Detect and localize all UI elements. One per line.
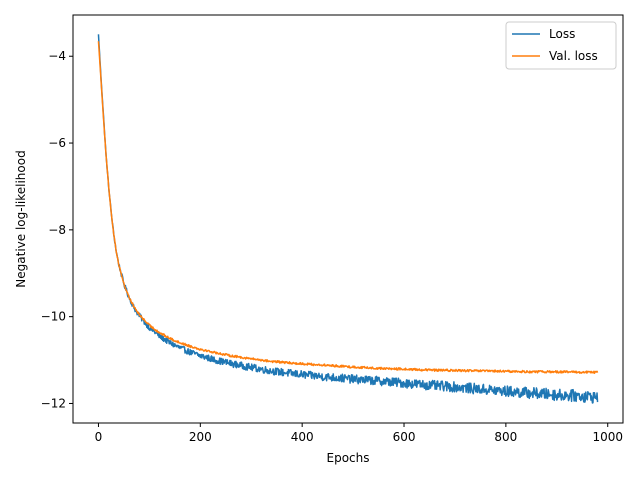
x-tick-label: 0: [95, 430, 103, 444]
legend-items: Loss Val. loss: [512, 27, 598, 63]
y-tick-label: −10: [41, 310, 66, 324]
plot-frame: [72, 14, 624, 424]
y-tick-label: −6: [48, 136, 66, 150]
y-axis-label: Negative log-likelihood: [14, 150, 28, 287]
legend-label: Loss: [549, 27, 575, 41]
series-layer: [97, 34, 599, 404]
x-tick-label: 400: [291, 430, 314, 444]
y-axis-ticks: −4 −6 −8 −10 −12: [41, 49, 73, 410]
x-tick-label: 1000: [592, 430, 623, 444]
x-axis-ticks: 0 200 400 600 800 1000: [95, 423, 623, 444]
series-line-val-loss: [97, 41, 599, 374]
x-axis-label: Epochs: [327, 451, 370, 465]
x-tick-label: 800: [494, 430, 517, 444]
y-tick-label: −8: [48, 223, 66, 237]
legend-label: Val. loss: [549, 49, 598, 63]
y-tick-label: −12: [41, 396, 66, 410]
x-tick-label: 200: [189, 430, 212, 444]
y-tick-label: −4: [48, 49, 66, 63]
x-tick-label: 600: [393, 430, 416, 444]
series-line-loss: [97, 34, 599, 404]
legend: Loss Val. loss: [505, 21, 617, 70]
